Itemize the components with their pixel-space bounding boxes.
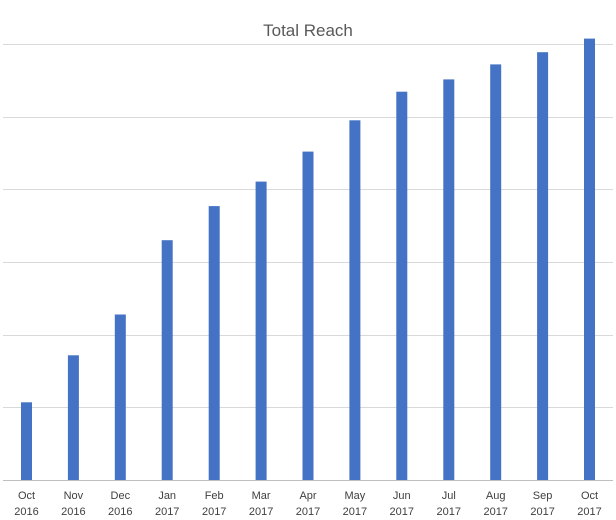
bar-sep-2017 [537, 52, 549, 480]
bar-nov-2016 [67, 355, 79, 480]
x-tick-label: Mar 2017 [249, 490, 273, 518]
x-tick-label: Nov 2016 [61, 490, 85, 518]
x-tick-label: Oct 2017 [577, 490, 601, 518]
bar-jan-2017 [161, 240, 173, 480]
bar-feb-2017 [208, 206, 220, 480]
x-tick-label: Apr 2017 [296, 490, 320, 518]
x-tick-label: Jun 2017 [390, 490, 414, 518]
x-tick-label: Jan 2017 [155, 490, 179, 518]
bar-mar-2017 [255, 181, 267, 480]
bar-oct-2017 [584, 38, 595, 480]
bar-oct-2016 [21, 402, 32, 480]
chart-title: Total Reach [263, 21, 353, 40]
bar-aug-2017 [490, 64, 502, 481]
x-tick-label: Sep 2017 [530, 490, 554, 518]
bar-jun-2017 [396, 91, 408, 480]
x-tick-label: May 2017 [343, 490, 367, 518]
x-tick-label: Oct 2016 [14, 490, 38, 518]
bar-dec-2016 [114, 314, 126, 480]
bars [21, 38, 595, 481]
x-axis-tick-labels: Oct 2016 Nov 2016 Dec 2016 Jan 2017 Feb 2017 Mar 20… [14, 490, 601, 518]
x-tick-label: Feb 2017 [202, 490, 226, 518]
x-tick-label: Aug 2017 [483, 490, 507, 518]
x-tick-label: Jul 2017 [437, 490, 461, 518]
bar-may-2017 [349, 120, 361, 481]
bar-jul-2017 [443, 79, 455, 481]
bar-apr-2017 [302, 151, 314, 480]
x-tick-label: Dec 2016 [108, 490, 132, 518]
